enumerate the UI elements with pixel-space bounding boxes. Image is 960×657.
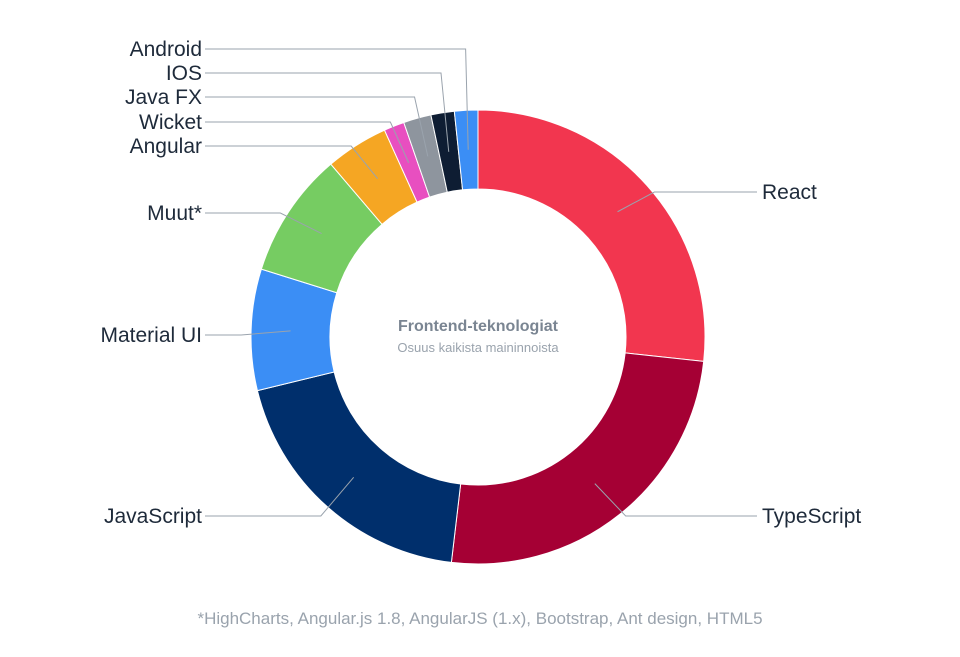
label-wicket: Wicket [139,111,202,134]
leader-typescript [594,483,757,517]
slice-javascript[interactable] [256,371,462,563]
chart-slices [250,109,706,565]
chart-labels: React TypeScript JavaScript Material UI Muut… [100,38,861,528]
label-javascript: JavaScript [104,505,202,528]
footnote: *HighCharts, Angular.js 1.8, AngularJS (… [197,609,763,628]
leader-android [205,48,469,150]
label-android: Android [130,38,202,61]
slice-react[interactable] [477,109,706,362]
label-react: React [762,181,817,204]
label-ios: IOS [166,62,202,85]
leader-angular [205,145,379,179]
leader-java-fx [205,96,429,157]
label-material-ui: Material UI [100,324,202,347]
label-java-fx: Java FX [125,86,202,109]
chart-leader-lines [205,48,757,517]
label-angular: Angular [130,135,202,158]
chart-subtitle: Osuus kaikista maininnoista [397,340,559,355]
leader-material-ui [205,330,291,336]
leader-muut [205,212,322,234]
leader-ios [205,72,450,152]
chart-title: Frontend-teknologiat [398,318,559,335]
donut-chart: React TypeScript JavaScript Material UI Muut… [100,38,861,565]
label-muut: Muut* [147,202,202,225]
label-typescript: TypeScript [762,505,861,528]
leader-react [617,191,757,213]
slice-android[interactable] [453,109,479,191]
leader-wicket [205,121,410,163]
slice-typescript[interactable] [450,352,705,565]
leader-javascript [205,477,355,517]
